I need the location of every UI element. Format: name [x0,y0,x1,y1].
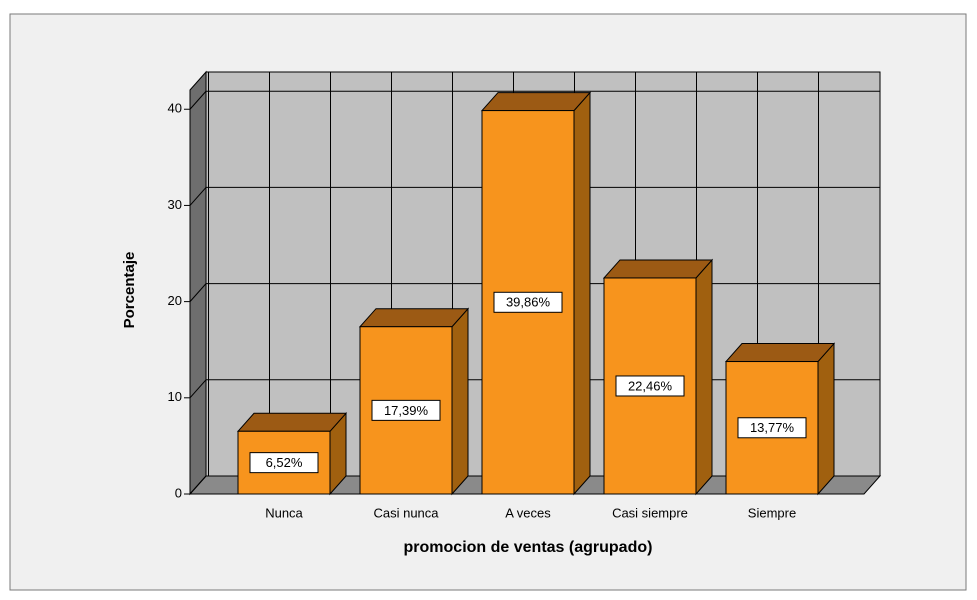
y-axis-title: Porcentaje [121,252,138,329]
bar-top [358,308,470,328]
bar-side [695,258,713,496]
value-label-box [615,375,685,397]
bar-side [451,307,469,496]
value-label: 17,39% [384,403,429,418]
value-label-box [737,417,807,439]
y-tick-label: 10 [168,389,182,404]
y-tick-label: 40 [168,101,182,116]
value-label: 39,86% [506,295,551,310]
x-tick-label: Nunca [265,505,303,520]
bar-side [573,91,591,496]
x-tick-label: Siempre [748,505,796,520]
y-tick-label: 0 [175,485,182,500]
y-tick-label: 20 [168,293,182,308]
bar-top [236,412,348,432]
grid-line-side [189,283,207,302]
grid-line-side [189,379,207,399]
value-label-box [371,399,441,421]
bar-top [480,92,592,112]
bar-side [817,342,835,496]
left-wall [189,70,207,496]
x-axis-title: promocion de ventas (agrupado) [404,539,653,556]
grid-line-side [189,187,207,206]
x-tick-label: A veces [505,505,551,520]
grid-line-side [189,90,207,110]
x-tick-label: Casi siempre [612,505,688,520]
x-tick-label: Casi nunca [373,505,439,520]
value-label: 6,52% [266,455,303,470]
bar-top [602,259,714,279]
value-label-box [249,452,319,474]
value-label: 13,77% [750,420,795,435]
value-label-box [493,291,563,313]
grid-line-side [189,475,207,495]
value-label: 22,46% [628,378,673,393]
y-tick-label: 30 [168,197,182,212]
bar-top [724,343,836,363]
